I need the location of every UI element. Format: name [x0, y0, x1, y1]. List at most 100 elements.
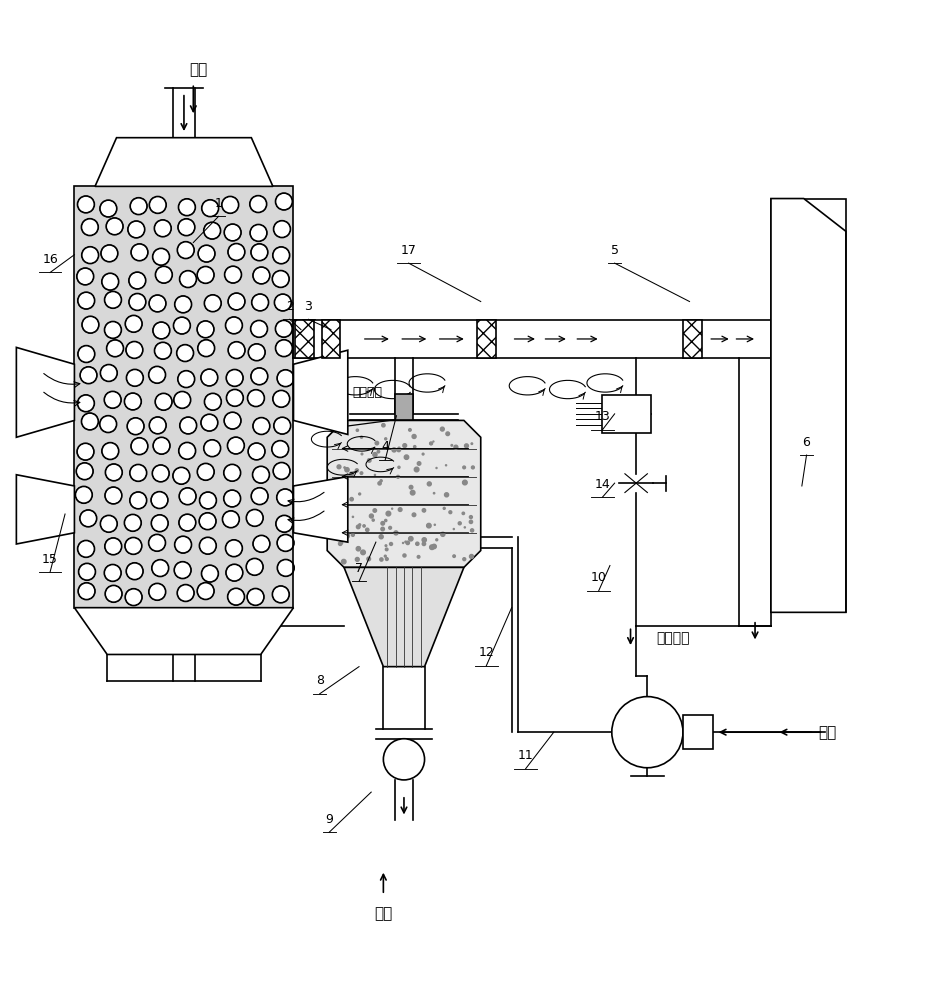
Circle shape — [382, 424, 385, 427]
Bar — [683, 320, 701, 358]
Circle shape — [440, 427, 444, 431]
Circle shape — [463, 558, 466, 561]
Circle shape — [367, 557, 371, 561]
Bar — [771, 199, 846, 612]
Circle shape — [272, 247, 289, 264]
Text: 焦粉: 焦粉 — [375, 906, 393, 921]
Circle shape — [392, 448, 396, 452]
Circle shape — [372, 519, 375, 521]
Circle shape — [273, 221, 290, 238]
Polygon shape — [74, 608, 294, 654]
Circle shape — [155, 393, 172, 410]
Circle shape — [446, 432, 450, 436]
Circle shape — [377, 482, 381, 485]
Circle shape — [362, 525, 365, 527]
Polygon shape — [294, 350, 347, 434]
Circle shape — [394, 531, 398, 535]
Circle shape — [396, 475, 399, 478]
Circle shape — [464, 527, 466, 528]
Circle shape — [413, 446, 416, 448]
Circle shape — [274, 417, 291, 434]
Circle shape — [201, 369, 218, 386]
Circle shape — [430, 545, 434, 550]
Circle shape — [436, 539, 438, 541]
Circle shape — [392, 508, 393, 509]
Circle shape — [152, 465, 169, 482]
Circle shape — [381, 522, 384, 525]
Circle shape — [228, 244, 245, 260]
Circle shape — [78, 196, 94, 213]
Polygon shape — [344, 567, 464, 667]
Circle shape — [470, 520, 472, 524]
Circle shape — [385, 545, 387, 547]
Text: 11: 11 — [517, 749, 533, 762]
Circle shape — [275, 320, 292, 337]
Circle shape — [175, 296, 192, 313]
Circle shape — [202, 200, 219, 217]
Circle shape — [424, 511, 425, 512]
Circle shape — [253, 466, 269, 483]
Circle shape — [78, 292, 95, 309]
Circle shape — [80, 367, 97, 384]
Polygon shape — [294, 477, 347, 542]
Text: 循环气体: 循环气体 — [656, 632, 690, 646]
Circle shape — [126, 342, 143, 358]
Circle shape — [198, 245, 215, 262]
Circle shape — [179, 514, 195, 531]
Circle shape — [156, 266, 172, 283]
Circle shape — [471, 443, 472, 444]
Circle shape — [131, 438, 147, 455]
Text: 7: 7 — [355, 562, 363, 575]
Circle shape — [226, 389, 243, 406]
Circle shape — [465, 444, 469, 448]
Circle shape — [130, 464, 146, 481]
Circle shape — [440, 532, 445, 536]
Circle shape — [101, 443, 118, 459]
Circle shape — [80, 510, 97, 527]
Circle shape — [369, 514, 374, 518]
Circle shape — [199, 537, 216, 554]
Circle shape — [179, 271, 196, 288]
Circle shape — [127, 369, 144, 386]
Circle shape — [82, 316, 99, 333]
Circle shape — [463, 480, 468, 485]
Circle shape — [359, 493, 361, 495]
Circle shape — [105, 487, 122, 504]
Circle shape — [199, 513, 216, 530]
Circle shape — [131, 198, 147, 215]
Circle shape — [105, 464, 122, 481]
Circle shape — [149, 417, 166, 434]
Circle shape — [105, 585, 122, 602]
Text: 10: 10 — [591, 571, 607, 584]
Circle shape — [223, 490, 240, 507]
Circle shape — [412, 434, 416, 438]
Bar — [296, 320, 314, 358]
Circle shape — [356, 547, 361, 551]
Circle shape — [373, 509, 377, 512]
Circle shape — [202, 565, 219, 582]
Circle shape — [398, 508, 402, 511]
Circle shape — [451, 445, 453, 446]
Circle shape — [153, 322, 170, 339]
Circle shape — [405, 541, 407, 543]
Circle shape — [430, 442, 433, 445]
Circle shape — [101, 245, 117, 262]
Circle shape — [253, 418, 269, 434]
Text: 5: 5 — [610, 244, 619, 257]
Circle shape — [251, 320, 268, 337]
Circle shape — [376, 441, 378, 445]
Circle shape — [272, 271, 289, 287]
Circle shape — [352, 516, 353, 517]
Circle shape — [337, 465, 341, 469]
Circle shape — [386, 511, 391, 516]
Circle shape — [124, 514, 141, 531]
Circle shape — [417, 462, 421, 465]
Circle shape — [75, 486, 92, 503]
Circle shape — [277, 534, 294, 551]
Circle shape — [248, 390, 265, 407]
Circle shape — [434, 524, 436, 525]
Circle shape — [104, 564, 121, 581]
Bar — [683, 715, 713, 749]
Polygon shape — [771, 199, 846, 612]
Circle shape — [470, 516, 472, 519]
